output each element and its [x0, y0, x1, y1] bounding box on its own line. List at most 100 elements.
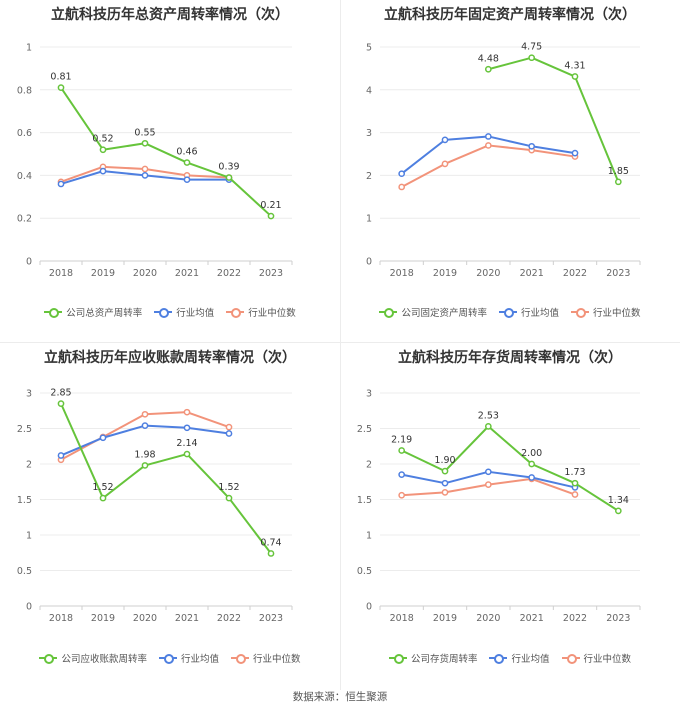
data-label: 0.46 — [176, 147, 197, 158]
x-tick-label: 2020 — [476, 268, 500, 279]
legend-line-marker-icon — [39, 653, 58, 664]
y-tick-label: 0 — [26, 257, 32, 268]
x-tick-label: 2019 — [433, 613, 457, 624]
data-label: 1.52 — [218, 482, 239, 493]
legend-item-avg[interactable]: 行业均值 — [498, 305, 559, 319]
data-point-company — [528, 460, 536, 468]
data-label: 1.52 — [92, 482, 113, 493]
data-point-avg — [441, 479, 449, 487]
panel-divider-vertical — [340, 0, 341, 690]
data-point-median — [183, 408, 191, 416]
x-tick-label: 2020 — [133, 268, 157, 279]
legend-label: 公司固定资产周转率 — [401, 308, 487, 319]
legend-item-median[interactable]: 行业中位数 — [571, 305, 641, 319]
data-label: 0.21 — [260, 200, 281, 211]
data-source-note: 数据来源：恒生聚源 — [292, 691, 388, 703]
legend-item-median[interactable]: 行业中位数 — [561, 651, 631, 665]
data-point-median — [441, 160, 449, 168]
data-label: 2.14 — [176, 438, 197, 449]
x-tick-label: 2022 — [217, 613, 241, 624]
data-point-company — [225, 494, 233, 502]
legend-label: 行业中位数 — [248, 308, 296, 319]
data-point-company — [57, 84, 65, 92]
series-line-company — [60, 403, 272, 555]
data-point-avg — [528, 474, 536, 481]
data-label: 4.31 — [564, 61, 585, 72]
series-line-company — [401, 425, 619, 512]
legend-item-median[interactable]: 行业中位数 — [226, 305, 296, 319]
legend-label: 公司应收账款周转率 — [61, 654, 147, 665]
data-label: 4.48 — [478, 53, 499, 64]
legend-label: 行业中位数 — [253, 654, 301, 665]
legend-line-marker-icon — [571, 307, 589, 318]
data-point-median — [484, 481, 492, 488]
data-label: 1.73 — [564, 467, 585, 478]
data-point-median — [225, 423, 233, 431]
data-point-company — [441, 467, 449, 475]
inventory-turnover-panel: 立航科技历年存货周转率情况（次） 0 0.5 1 1.5 2 2.5 3 2018 2019 20… — [340, 343, 680, 689]
x-tick-label: 2018 — [390, 613, 414, 624]
x-tick-label: 2021 — [175, 613, 199, 624]
data-label: 0.55 — [134, 127, 155, 138]
y-tick-label: 3 — [366, 128, 372, 139]
y-tick-label: 2.5 — [17, 424, 32, 435]
legend-label: 公司存货周转率 — [410, 654, 478, 665]
x-tick-label: 2021 — [520, 268, 544, 279]
legend-line-marker-icon — [226, 307, 245, 318]
y-tick-label: 1.5 — [17, 495, 32, 506]
legend-label: 行业均值 — [520, 308, 559, 319]
data-point-company — [267, 212, 275, 220]
x-tick-label: 2018 — [49, 613, 73, 624]
data-label: 1.90 — [434, 455, 455, 466]
chart-title: 立航科技历年总资产周转率情况（次） — [51, 7, 289, 23]
data-point-avg — [528, 142, 536, 150]
legend-item-company[interactable]: 公司存货周转率 — [388, 651, 478, 665]
legend-line-marker-icon — [489, 653, 508, 664]
legend-item-avg[interactable]: 行业均值 — [154, 305, 214, 319]
legend-item-company[interactable]: 公司应收账款周转率 — [39, 651, 147, 665]
data-label: 2.85 — [50, 388, 71, 399]
data-point-avg — [183, 424, 191, 432]
x-tick-label: 2022 — [563, 613, 587, 624]
total-asset-turnover-panel: 立航科技历年总资产周转率情况（次） 0 0.2 0.4 0.6 0.8 1 2018 2019… — [0, 0, 340, 342]
data-point-avg — [484, 133, 492, 140]
y-tick-label: 1 — [26, 43, 32, 54]
data-point-company — [183, 450, 191, 458]
x-tick-label: 2018 — [49, 268, 73, 279]
legend-item-avg[interactable]: 行业均值 — [158, 651, 219, 665]
data-point-avg — [141, 422, 149, 430]
y-tick-label: 1.5 — [357, 495, 372, 506]
chart-title: 立航科技历年固定资产周转率情况（次） — [384, 7, 636, 23]
data-point-avg — [57, 180, 65, 188]
data-label: 0.39 — [218, 162, 239, 173]
x-tick-label: 2020 — [476, 613, 500, 624]
data-point-avg — [225, 430, 233, 437]
chart-title: 立航科技历年存货周转率情况（次） — [398, 350, 622, 366]
legend-line-marker-icon — [158, 653, 177, 664]
y-tick-label: 1 — [366, 214, 372, 225]
data-point-avg — [398, 471, 406, 478]
panel-divider-horizontal — [0, 342, 680, 343]
legend-item-median[interactable]: 行业中位数 — [231, 651, 301, 665]
data-point-company — [99, 494, 107, 502]
data-label: 2.00 — [521, 448, 542, 459]
data-label: 0.52 — [92, 134, 113, 145]
fixed-asset-turnover-chart: 0 1 2 3 4 5 2018 2019 2020 2021 2022 2023 4.48 4.75 4.… — [366, 42, 641, 279]
data-point-company — [225, 174, 233, 181]
chart-title: 立航科技历年应收账款周转率情况（次） — [44, 350, 296, 366]
legend-label: 公司总资产周转率 — [66, 308, 143, 319]
legend-item-avg[interactable]: 行业均值 — [489, 651, 550, 665]
x-tick-label: 2018 — [390, 268, 414, 279]
data-point-company — [141, 462, 149, 469]
y-tick-label: 1 — [366, 531, 372, 542]
x-tick-label: 2019 — [91, 613, 115, 624]
legend-label: 行业均值 — [176, 308, 215, 319]
data-point-median — [141, 410, 149, 418]
legend-item-company[interactable]: 公司固定资产周转率 — [379, 305, 487, 319]
data-label: 0.74 — [260, 537, 281, 548]
data-label: 2.19 — [391, 435, 412, 446]
legend-item-company[interactable]: 公司总资产周转率 — [44, 305, 142, 319]
